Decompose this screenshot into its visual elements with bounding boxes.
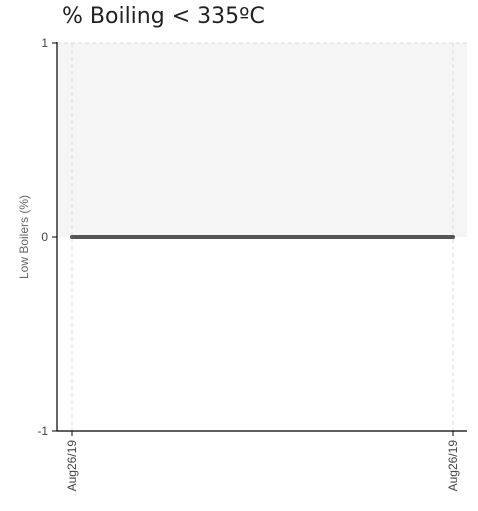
- x-tick-label: Aug26/19: [65, 440, 79, 492]
- x-tick-label: Aug26/19: [446, 440, 460, 492]
- y-tick-label: 1: [41, 36, 48, 50]
- y-tick-label: 0: [41, 230, 48, 244]
- data-point: [451, 235, 455, 239]
- chart-title: % Boiling < 335ºC: [62, 4, 265, 29]
- data-point: [70, 235, 74, 239]
- shaded-band: [58, 43, 467, 237]
- y-tick-label: -1: [37, 424, 48, 438]
- y-axis-label: Low Boilers (%): [17, 195, 31, 279]
